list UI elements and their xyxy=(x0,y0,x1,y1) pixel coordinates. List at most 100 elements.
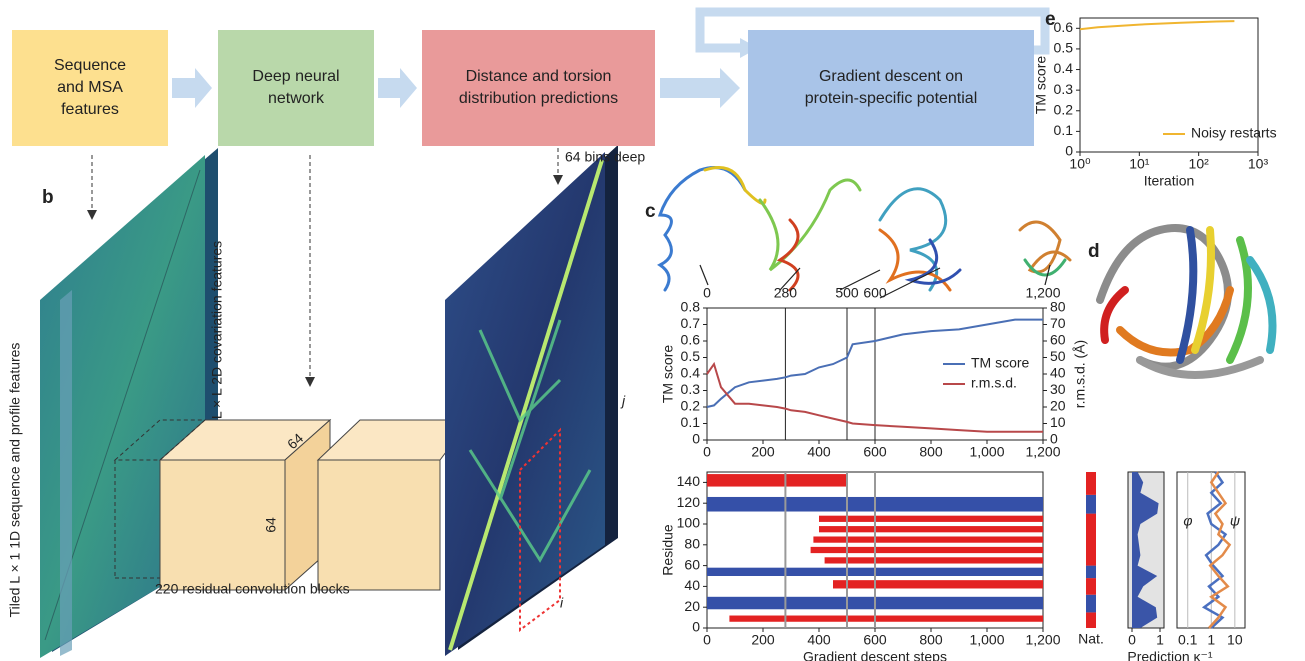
x-tick-label: 800 xyxy=(919,632,943,648)
x2-tick-label: 10 xyxy=(1227,632,1243,648)
x-tick-label: 0 xyxy=(703,632,711,648)
x-axis-label: Iteration xyxy=(1144,173,1195,189)
strip-label: Nat. xyxy=(1078,631,1104,647)
y-tick-label: 0.4 xyxy=(681,365,701,381)
map-contacts xyxy=(468,319,592,563)
plot-frame xyxy=(1079,17,1259,153)
series-label: φ xyxy=(1183,513,1192,529)
flow-box xyxy=(218,30,374,146)
y2-tick-label: 30 xyxy=(1050,381,1066,397)
torsion-line xyxy=(1208,471,1232,629)
flow-box-label: features xyxy=(61,101,119,118)
panel-label: b xyxy=(42,187,54,208)
arrow xyxy=(378,68,417,108)
x-axis-label: Gradient descent steps xyxy=(803,649,947,661)
y-tick-label: 0.2 xyxy=(1054,101,1074,117)
arrow xyxy=(172,68,212,108)
native-strip xyxy=(1086,594,1096,613)
y-tick-label: 0.1 xyxy=(681,414,701,430)
annotation: 220 residual convolution blocks xyxy=(155,581,350,597)
x-tick-label: 400 xyxy=(807,444,831,460)
snapshot-arrows xyxy=(699,264,1051,299)
residue-band xyxy=(819,526,1043,533)
series-line xyxy=(706,318,1043,408)
y-tick-label: 80 xyxy=(684,536,700,552)
y2-tick-label: 70 xyxy=(1050,315,1066,331)
x-tick-label: 10³ xyxy=(1248,156,1269,172)
annotation: Tiled L × 1 1D sequence and profile feat… xyxy=(7,343,23,618)
y-tick-label: 0.8 xyxy=(681,299,701,315)
y-tick-label: 0.1 xyxy=(1054,122,1074,138)
annotation: L × L 2D covariation features xyxy=(209,241,225,419)
y2-tick-label: 0 xyxy=(1050,431,1058,447)
flow-box-label: Sequence xyxy=(54,57,126,74)
y-tick-label: 120 xyxy=(677,494,701,510)
legend-label: r.m.s.d. xyxy=(971,375,1017,391)
profile-area xyxy=(1132,472,1159,628)
native-strip xyxy=(1086,494,1096,514)
flow-box-label: distribution predictions xyxy=(459,90,618,107)
residue-band xyxy=(824,557,1043,564)
panel-label: c xyxy=(645,201,656,222)
x-tick-label: 600 xyxy=(863,632,887,648)
x-axis-label: Prediction κ⁻¹ xyxy=(1127,649,1213,661)
y-tick-label: 0.7 xyxy=(681,315,701,331)
structure-d xyxy=(1096,224,1277,379)
x-tick-label: 800 xyxy=(919,444,943,460)
y-tick-label: 0.5 xyxy=(1054,40,1074,56)
snapshot-label: 500 xyxy=(835,285,859,301)
y2-tick-label: 20 xyxy=(1050,398,1066,414)
x-tick-label: 0 xyxy=(703,444,711,460)
x2-tick-label: 1 xyxy=(1207,632,1215,648)
snapshot-label: 600 xyxy=(863,285,887,301)
y-tick-label: 140 xyxy=(677,473,701,489)
flow-box xyxy=(12,30,168,146)
y-tick-label: 0 xyxy=(692,431,700,447)
torsion-line xyxy=(1201,471,1228,629)
flow-box-label: network xyxy=(268,90,325,107)
axis-symbol: i xyxy=(560,595,564,611)
snapshot-label: 0 xyxy=(703,285,711,301)
x-tick-label: 10² xyxy=(1189,156,1210,172)
flow-box xyxy=(422,30,655,146)
y2-tick-label: 40 xyxy=(1050,365,1066,381)
x-tick-label: 1 xyxy=(1156,632,1164,648)
flow-box xyxy=(748,30,1034,146)
y-tick-label: 0 xyxy=(1065,143,1073,159)
y-axis-label: Residue xyxy=(660,524,676,576)
structure-snapshots xyxy=(657,166,1072,292)
snapshot-label: 1,200 xyxy=(1025,285,1060,301)
arrow xyxy=(660,68,740,108)
y-tick-label: 60 xyxy=(684,556,700,572)
x-tick-label: 1,000 xyxy=(969,632,1004,648)
series-line xyxy=(1079,20,1235,31)
y-tick-label: 0.3 xyxy=(1054,81,1074,97)
y-tick-label: 0 xyxy=(692,619,700,635)
dimension: 64 xyxy=(263,517,279,533)
residual-blocks xyxy=(158,418,471,592)
residue-band xyxy=(729,615,1043,622)
y2-tick-label: 10 xyxy=(1050,414,1066,430)
flow-box-label: protein-specific potential xyxy=(805,90,978,107)
y2-tick-label: 60 xyxy=(1050,332,1066,348)
x2-tick-label: 0.1 xyxy=(1178,632,1198,648)
legend-label: Noisy restarts xyxy=(1191,125,1277,141)
text-layer: a b c d e 64 bins deep 220 residual conv… xyxy=(7,9,1100,617)
panel-label: e xyxy=(1045,9,1056,30)
x-tick-label: 1,200 xyxy=(1025,632,1060,648)
native-strip xyxy=(1086,565,1096,579)
y-tick-label: 0.5 xyxy=(681,348,701,364)
y-tick-label: 0.6 xyxy=(681,332,701,348)
native-strip xyxy=(1086,578,1096,595)
residue-band xyxy=(810,546,1043,554)
y-tick-label: 100 xyxy=(677,515,701,531)
residue-band xyxy=(819,515,1043,522)
residue-band xyxy=(833,580,1043,589)
x-tick-label: 600 xyxy=(863,444,887,460)
series-line xyxy=(706,361,1043,433)
arrow-heads xyxy=(87,175,563,387)
annotation: 64 bins deep xyxy=(565,149,645,165)
panel-label: d xyxy=(1088,241,1100,262)
x-tick-label: 400 xyxy=(807,632,831,648)
crop-lines xyxy=(113,419,207,579)
